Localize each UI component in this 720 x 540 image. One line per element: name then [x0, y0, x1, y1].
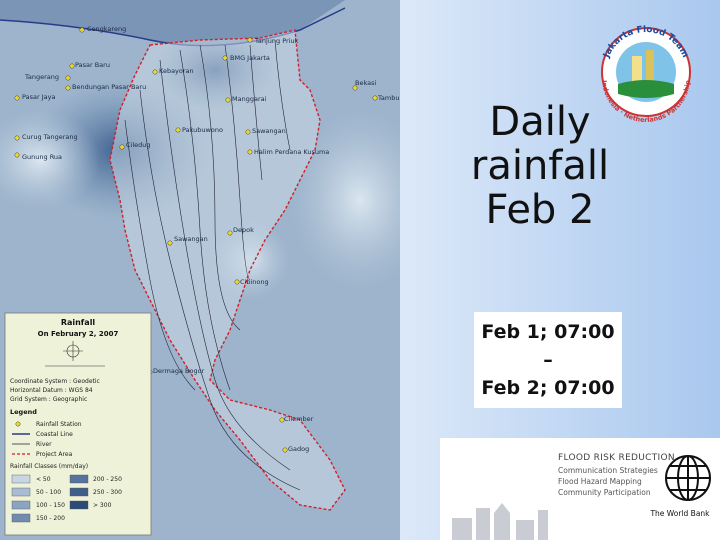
station-label: Sawangan — [252, 127, 286, 135]
title-line: rainfall — [470, 143, 610, 189]
legend-subtitle: On February 2, 2007 — [38, 330, 119, 338]
legend-class: 150 - 200 — [36, 515, 65, 522]
legend-item: Coastal Line — [36, 431, 73, 438]
skyline — [452, 503, 548, 540]
title-line: Daily — [489, 99, 591, 145]
legend-title: Rainfall — [61, 318, 96, 327]
footer-banner: FLOOD RISK REDUCTION Communication Strat… — [440, 438, 720, 540]
period-line: Feb 1; 07:00 — [481, 321, 615, 343]
station-label: Pasar Baru — [75, 61, 110, 69]
world-bank-label: The World Bank — [649, 509, 710, 518]
title-line: Feb 2 — [485, 187, 595, 233]
station-label: Curug Tangerang — [22, 133, 78, 141]
station-label: Dermaga Bogor — [153, 367, 205, 375]
station-label: Sawangan — [174, 235, 208, 243]
legend-item: Project Area — [36, 451, 73, 458]
world-bank-globe — [665, 455, 711, 501]
legend-class: > 300 — [93, 502, 112, 509]
legend-info: Coordinate System : Geodetic — [10, 378, 100, 385]
legend-class: 250 - 300 — [93, 489, 122, 496]
legend-heading: Legend — [10, 408, 37, 416]
station-label: Gadog — [288, 445, 309, 453]
station-label: Kebayoran — [159, 67, 194, 75]
rivers — [124, 39, 301, 491]
station-label: Tangerang — [24, 73, 59, 81]
legend-info: Grid System : Geographic — [10, 396, 87, 403]
legend-class: 50 - 100 — [36, 489, 61, 496]
period-line: – — [543, 349, 553, 371]
rainfall-zone — [0, 110, 100, 210]
banner-item: Community Participation — [558, 488, 651, 497]
station-label: Bendungan Pasar Baru — [72, 83, 146, 91]
station-label: Tambun — [377, 94, 400, 102]
sea — [0, 0, 400, 46]
station-label: Cilember — [284, 415, 314, 423]
station-label: Bekasi — [355, 79, 376, 87]
station-label: Cengkareng — [87, 25, 126, 33]
time-period-box: Feb 1; 07:00 – Feb 2; 07:00 — [474, 312, 622, 408]
rainfall-zone — [290, 110, 400, 290]
station-label: Manggarai — [232, 95, 267, 103]
legend: Rainfall On February 2, 2007 Coordinate … — [4, 312, 152, 536]
slide-title: Daily rainfall Feb 2 — [440, 100, 640, 232]
legend-class: < 50 — [36, 476, 51, 483]
station-label: Tanjung Priuk — [254, 37, 299, 45]
station-label: Gunung Rua — [22, 153, 62, 161]
legend-info: Horizontal Datum : WGS 84 — [10, 387, 93, 394]
station-label: BMG Jakarta — [230, 54, 270, 62]
project-area — [109, 29, 346, 511]
station-label: Depok — [233, 226, 254, 234]
rainfall-map: Cengkareng Tanjung Priuk Pasar Baru BMG … — [0, 0, 400, 540]
station-label: Ciledug — [126, 141, 151, 149]
banner-heading: FLOOD RISK REDUCTION — [558, 453, 675, 463]
banner-item: Communication Strategies — [558, 466, 658, 475]
station-label: Halim Perdana Kusuma — [254, 148, 329, 156]
legend-class: 100 - 150 — [36, 502, 65, 509]
legend-class: 200 - 250 — [93, 476, 122, 483]
legend-item: River — [36, 441, 52, 448]
legend-item: Rainfall Station — [36, 421, 82, 428]
station-label: Pakubuwono — [182, 126, 223, 134]
team-logo: Jakarta Flood Team Indonesia · Netherlan… — [600, 25, 692, 124]
legend-classes-title: Rainfall Classes (mm/day) — [10, 463, 88, 470]
banner-item: Flood Hazard Mapping — [558, 477, 642, 486]
station-label: Cibinong — [240, 278, 269, 286]
period-line: Feb 2; 07:00 — [481, 377, 615, 399]
station-label: Pasar Jaya — [22, 93, 55, 101]
